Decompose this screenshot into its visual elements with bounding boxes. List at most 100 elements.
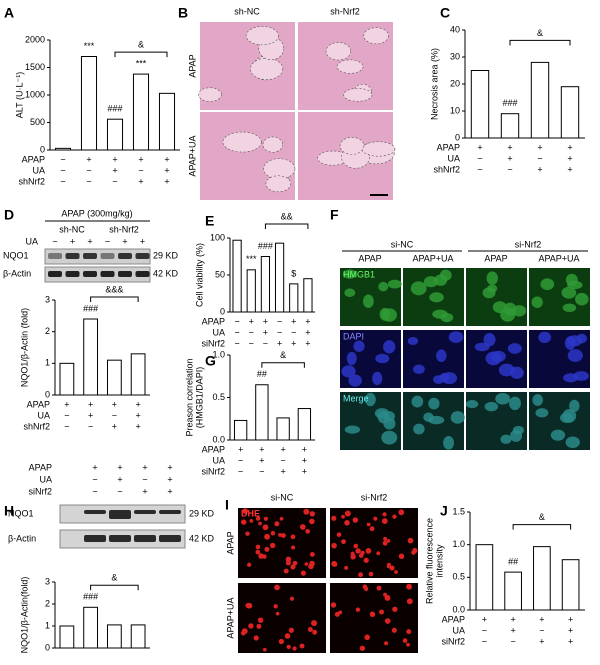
blot-band (109, 510, 131, 519)
condition-mark: − (105, 236, 110, 246)
condition-mark: − (60, 176, 65, 186)
nucleus (303, 508, 310, 515)
comparison-bracket (114, 51, 168, 58)
blot-band (135, 253, 150, 259)
blot-band (134, 535, 156, 542)
y-tick-label: 40 (450, 24, 460, 34)
nucleus (412, 547, 418, 554)
condition-mark: + (112, 154, 117, 164)
condition-mark: − (234, 338, 239, 348)
nucleus (255, 544, 261, 550)
bar (560, 86, 580, 139)
comparison-label: & (537, 28, 543, 38)
condition-mark: + (117, 474, 122, 484)
nucleus (241, 628, 248, 635)
nucleus (255, 549, 261, 555)
nucleus (292, 560, 298, 566)
band-name: NQO1 (3, 250, 29, 260)
condition-mark: + (263, 316, 268, 326)
nucleus (344, 565, 349, 570)
condition-mark: + (568, 636, 573, 646)
cell (495, 392, 511, 405)
condition-mark: + (477, 142, 482, 152)
condition-name: APAP (202, 316, 225, 326)
cell (346, 351, 357, 366)
condition-mark: + (164, 165, 169, 175)
band-name: β-Actin (8, 533, 36, 543)
bar (80, 56, 98, 151)
significance-label: ### (83, 592, 98, 602)
nucleus (258, 521, 262, 526)
y-tick-label: 1.0 (212, 349, 225, 359)
nucleus (365, 547, 372, 554)
nucleus (312, 629, 318, 635)
cell (348, 374, 362, 387)
condition-mark: + (140, 236, 145, 246)
column-label: APAP+UA (412, 253, 453, 263)
bar (255, 384, 269, 441)
condition-name: shNrf2 (23, 421, 50, 431)
cell (512, 425, 524, 435)
condition-name: UA (212, 327, 225, 337)
condition-mark: + (138, 176, 143, 186)
cell (509, 366, 524, 379)
cell (372, 371, 383, 386)
bar (533, 546, 551, 611)
cell (383, 417, 396, 430)
cell (532, 394, 543, 406)
row-label: APAP+UA (187, 135, 197, 176)
nucleus (336, 532, 342, 537)
nucleus (281, 533, 286, 538)
blot-band (135, 271, 150, 277)
condition-mark: − (88, 421, 93, 431)
cell (561, 286, 577, 299)
y-tick-label: 1 (45, 358, 50, 368)
nucleus (274, 521, 280, 527)
condition-mark: + (142, 462, 147, 472)
comparison-bracket (509, 39, 571, 46)
nucleus (394, 570, 398, 574)
nucleus (360, 550, 365, 555)
treatment-label: APAP (300mg/kg) (61, 208, 132, 218)
nucleus (384, 618, 391, 624)
condition-mark: − (52, 236, 57, 246)
tissue-region (265, 175, 292, 193)
nucleus (364, 634, 371, 641)
nucleus (359, 645, 366, 651)
nucleus (402, 638, 408, 643)
bar (106, 118, 124, 151)
condition-mark: − (138, 165, 143, 175)
blot-band (109, 535, 131, 542)
nucleus (245, 603, 251, 609)
condition-mark: − (112, 410, 117, 420)
column-label: APAP (484, 253, 507, 263)
nucleus (376, 585, 382, 591)
nucleus (300, 570, 307, 576)
nucleus (352, 517, 359, 523)
y-axis-label: Necrosis area (%) (429, 48, 439, 120)
bar (83, 606, 99, 649)
condition-mark: + (507, 153, 512, 163)
condition-mark: − (277, 327, 282, 337)
bar (303, 278, 313, 313)
column-label: si-NC (271, 492, 294, 502)
cell (540, 278, 555, 291)
nucleus (264, 546, 270, 552)
column-label: sh-Nrf2 (330, 6, 360, 16)
cell (531, 296, 543, 308)
cell (484, 401, 499, 412)
nucleus (275, 611, 280, 616)
condition-mark: + (302, 444, 307, 454)
y-tick-label: 1.0 (452, 539, 465, 549)
nucleus (386, 539, 391, 543)
cell (509, 396, 521, 411)
condition-name: APAP (27, 399, 50, 409)
condition-mark: + (167, 486, 172, 496)
blot-band (118, 253, 132, 259)
nucleus (258, 553, 264, 559)
cell (378, 281, 389, 292)
condition-mark: − (507, 164, 512, 174)
condition-mark: + (305, 316, 310, 326)
panel-letter: B (178, 5, 188, 21)
